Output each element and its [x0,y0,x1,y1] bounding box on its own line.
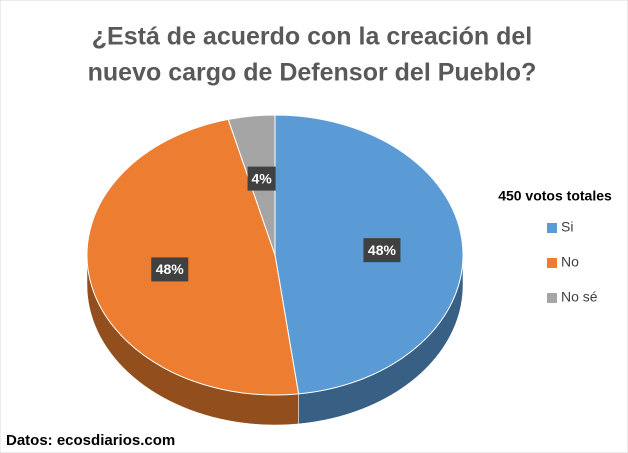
legend-label: Si [561,219,573,235]
legend-label: No [561,254,579,270]
chart-title: nuevo cargo de Defensor del Pueblo? [88,59,537,87]
data-label-box [363,238,401,263]
data-label: 4% [251,170,272,186]
legend-swatch [547,293,557,303]
data-label-box [151,257,189,282]
legend-label: No sé [561,289,598,305]
slice [86,118,300,396]
chart-title: ¿Está de acuerdo con la creación del [92,23,532,51]
data-label: 48% [368,242,397,258]
legend-title: 450 votos totales [498,188,612,204]
source: Datos: ecosdiarios.com [6,432,175,449]
legend-swatch [547,258,557,268]
data-label: 48% [156,261,185,277]
legend-swatch [547,223,557,233]
data-label-box [247,166,276,191]
